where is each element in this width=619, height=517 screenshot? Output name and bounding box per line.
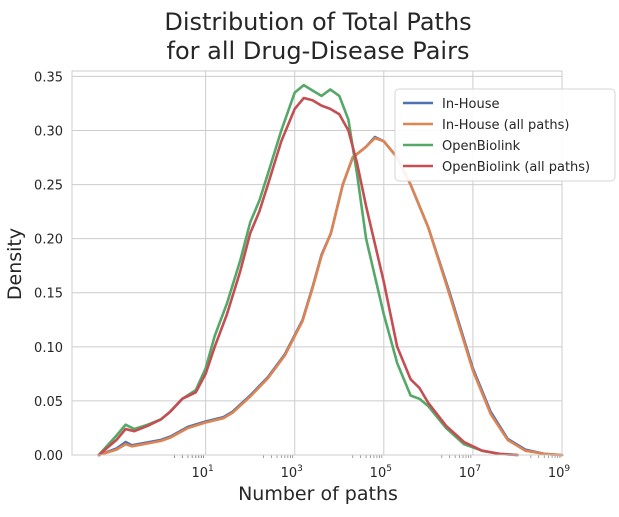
x-axis-label: Number of paths bbox=[238, 483, 398, 505]
y-tick-label: 0.15 bbox=[34, 287, 63, 302]
y-tick-label: 0.10 bbox=[34, 341, 63, 356]
y-tick-label: 0.30 bbox=[34, 124, 63, 139]
y-tick-label: 0.00 bbox=[34, 449, 63, 464]
legend-label: OpenBiolink bbox=[442, 139, 521, 154]
chart-title-line-1: Distribution of Total Paths bbox=[164, 8, 471, 36]
series-lines bbox=[97, 83, 564, 457]
legend: In-House In-House (all paths) OpenBiolink O… bbox=[394, 88, 616, 182]
legend-label: In-House (all paths) bbox=[442, 118, 569, 133]
x-tick-label: 109 bbox=[548, 464, 571, 481]
tick-labels: 0.00 0.05 0.10 0.15 0.20 0.25 0.30 0.35 101 103 10… bbox=[34, 70, 570, 481]
series-line-in-house-all-paths bbox=[97, 136, 564, 457]
x-tick-label: 101 bbox=[191, 464, 213, 481]
y-tick-label: 0.25 bbox=[34, 179, 63, 194]
legend-label: In-House bbox=[442, 97, 500, 112]
y-tick-label: 0.05 bbox=[34, 395, 63, 410]
x-tick-label: 103 bbox=[281, 464, 303, 481]
x-tick-label: 105 bbox=[370, 464, 392, 481]
y-axis-label: Density bbox=[4, 228, 26, 300]
legend-label: OpenBiolink (all paths) bbox=[442, 160, 590, 175]
y-tick-label: 0.20 bbox=[34, 233, 63, 248]
series-line-openbiolink-all-paths bbox=[97, 96, 519, 457]
chart-title-line-2: for all Drug-Disease Pairs bbox=[167, 37, 470, 65]
x-tick-label: 107 bbox=[459, 464, 481, 481]
legend-box bbox=[394, 88, 616, 182]
plot-frame bbox=[71, 70, 563, 456]
y-tick-label: 0.35 bbox=[34, 70, 63, 85]
